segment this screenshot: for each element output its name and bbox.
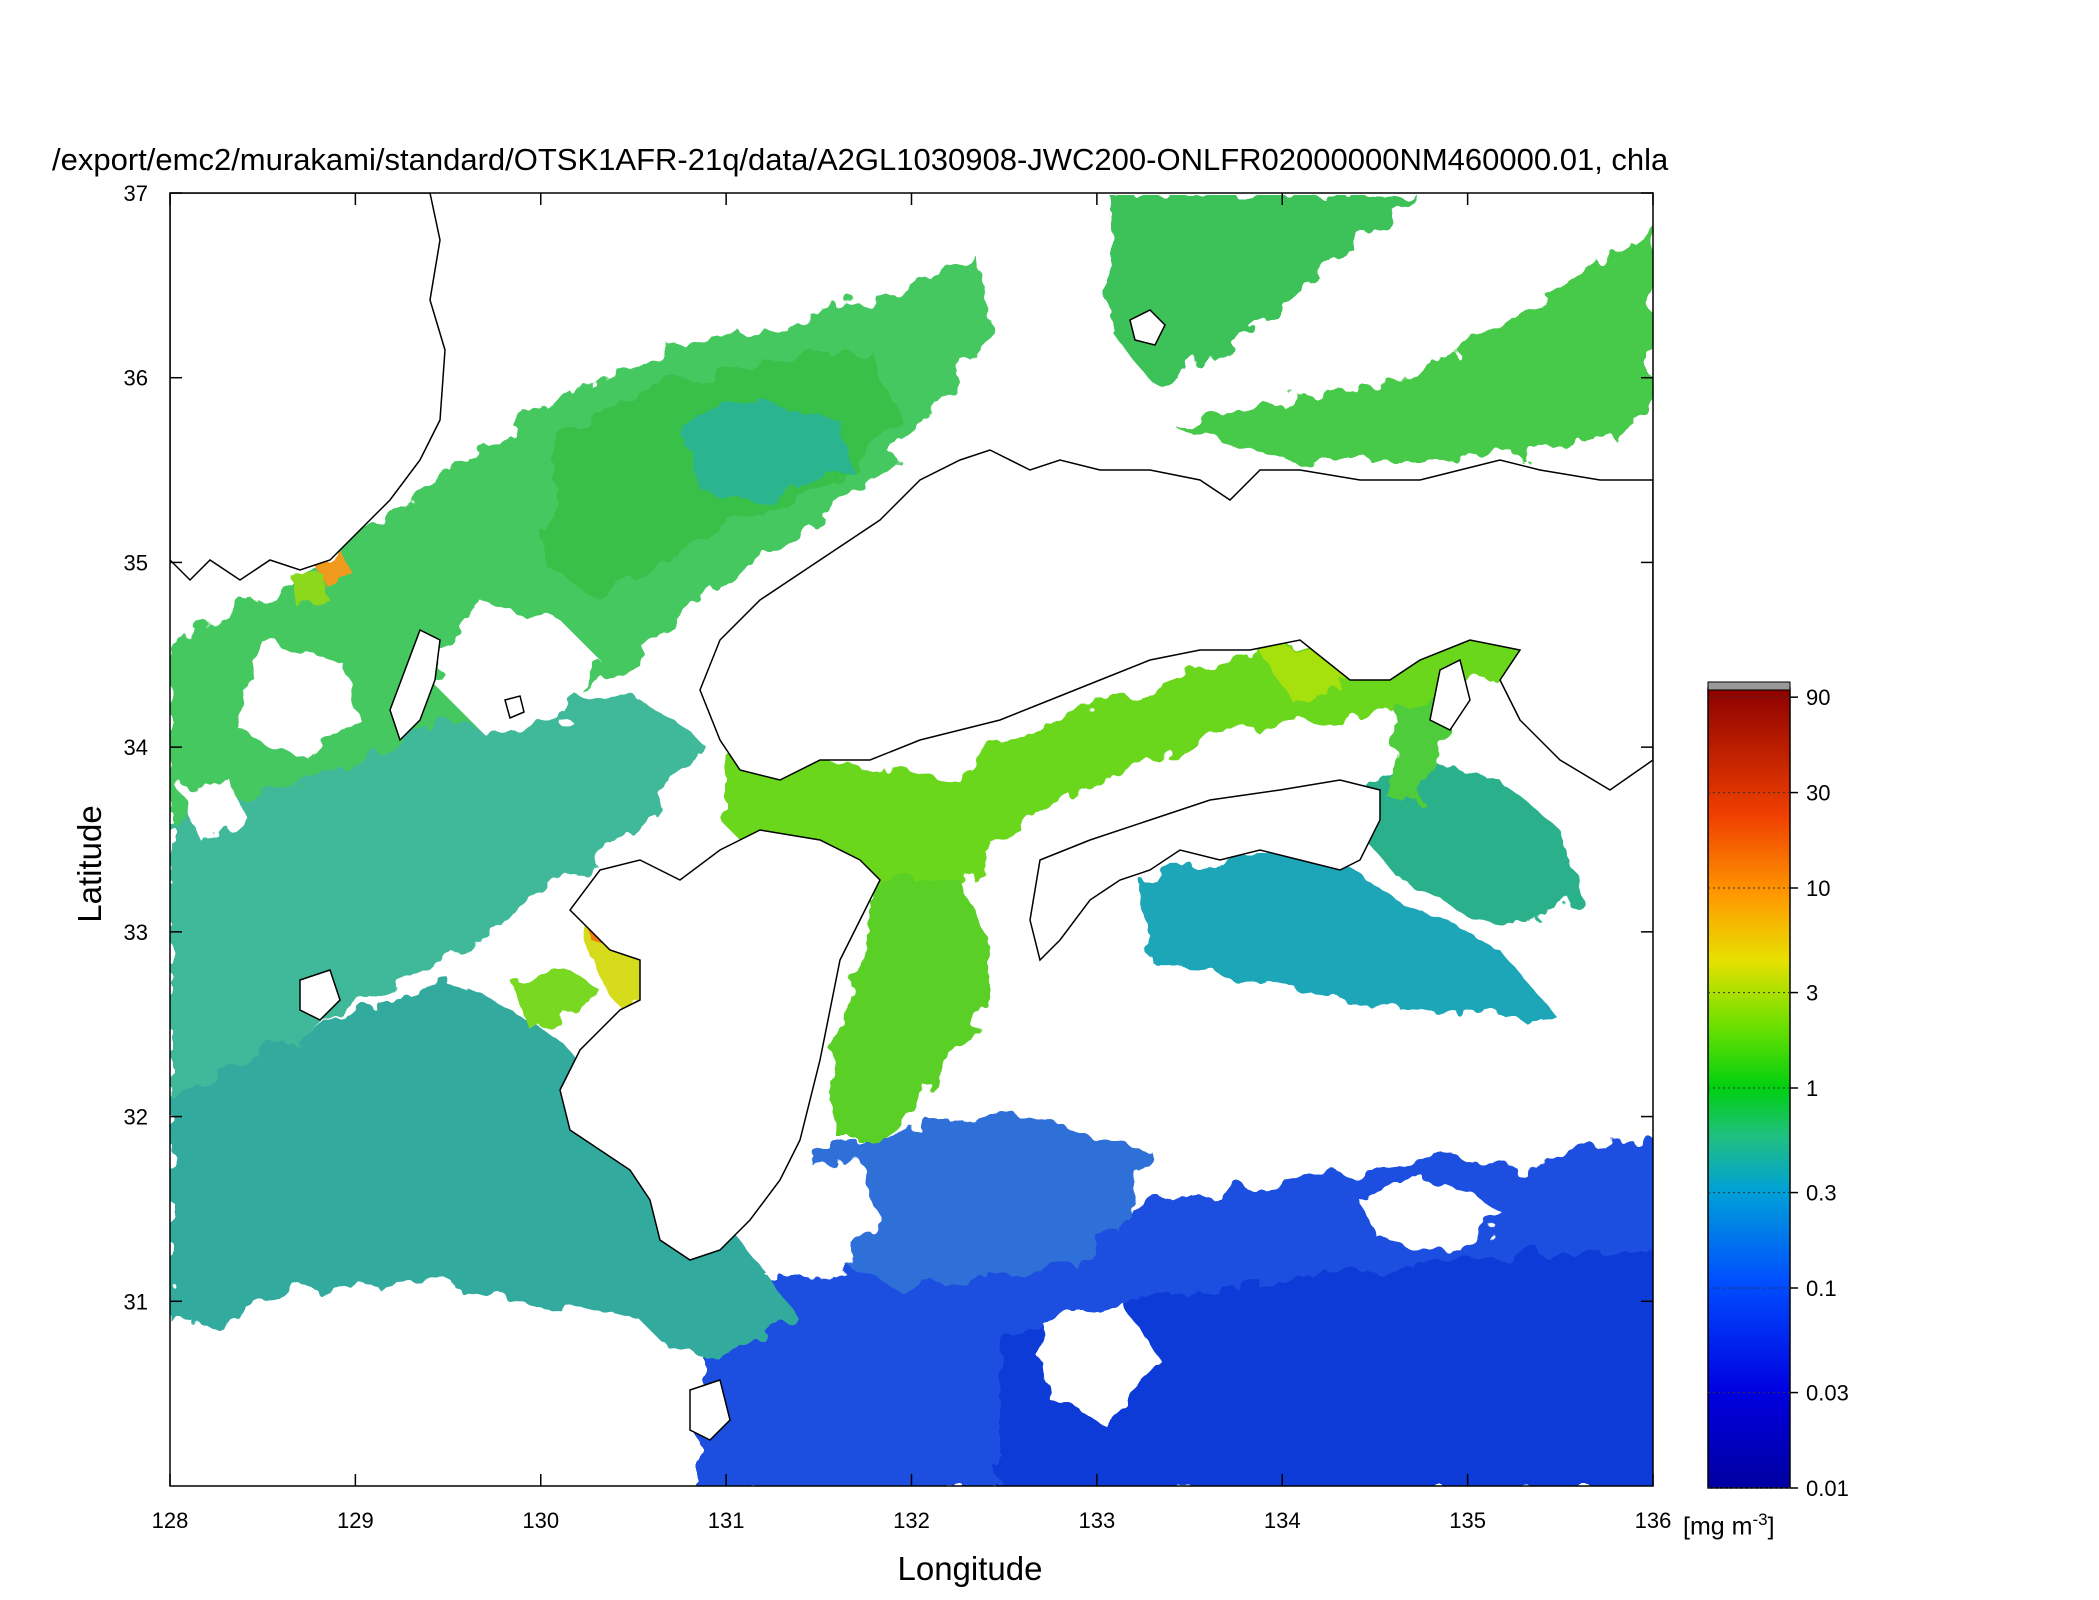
cloud-patch xyxy=(1240,1010,1653,1170)
cloud-patch xyxy=(440,193,1110,380)
colorbar: 0.01 0.03 0.1 0.3 1 3 10 30 90 xyxy=(1707,681,1849,1501)
landmass xyxy=(170,193,1653,1441)
chla-patch xyxy=(680,400,850,500)
colorbar-tick-label: 0.01 xyxy=(1806,1476,1849,1501)
x-tick-label: 129 xyxy=(337,1508,374,1533)
land-oki xyxy=(1129,309,1166,346)
x-tick-label: 135 xyxy=(1449,1508,1486,1533)
chla-patch xyxy=(510,970,600,1030)
chla-patch xyxy=(1110,195,1420,380)
colorbar-tick-label: 3 xyxy=(1806,981,1818,1006)
x-tick-label: 132 xyxy=(893,1508,930,1533)
chla-patch xyxy=(290,570,330,610)
colorbar-overflow xyxy=(1707,681,1791,691)
chla-patch xyxy=(800,1110,1150,1290)
land-goto xyxy=(299,969,341,1021)
land-tsushima xyxy=(389,628,441,742)
plot-title: /export/emc2/murakami/standard/OTSK1AFR-… xyxy=(52,142,1669,177)
chla-patch xyxy=(730,625,1540,910)
colorbar-tick-label: 0.1 xyxy=(1806,1276,1837,1301)
y-tick-label: 32 xyxy=(124,1105,148,1130)
colorbar-units: [mg m-3] xyxy=(1683,1510,1775,1541)
y-tick-label: 33 xyxy=(124,920,148,945)
colorbar-tick-label: 30 xyxy=(1806,781,1830,806)
cloud-patch xyxy=(1040,1300,1160,1420)
cloud-patch xyxy=(1150,193,1653,420)
land-iki xyxy=(504,695,525,720)
y-tick-label: 36 xyxy=(124,366,148,391)
y-tick-label: 34 xyxy=(124,735,148,760)
x-axis: 128 129 130 131 132 133 134 135 136 xyxy=(152,193,1672,1533)
cloud-patch xyxy=(760,1160,880,1280)
y-axis-label: Latitude xyxy=(71,805,108,923)
colorbar-ticks: 0.01 0.03 0.1 0.3 1 3 10 30 90 xyxy=(1708,685,1849,1501)
cloud-patch xyxy=(990,970,1210,1120)
land-kyushu xyxy=(559,829,881,1261)
chla-patch xyxy=(830,880,990,1140)
colorbar-tick-label: 10 xyxy=(1806,876,1830,901)
chla-patch xyxy=(1000,1250,1653,1486)
y-tick-label: 31 xyxy=(124,1289,148,1314)
cloud-patch xyxy=(180,780,250,840)
x-axis-label: Longitude xyxy=(897,1550,1043,1587)
colorbar-tick-label: 0.3 xyxy=(1806,1181,1837,1206)
x-tick-label: 130 xyxy=(522,1508,559,1533)
y-tick-label: 37 xyxy=(124,181,148,206)
x-tick-label: 131 xyxy=(708,1508,745,1533)
land-awaji xyxy=(1429,658,1471,731)
cloud-patch xyxy=(430,600,600,730)
chla-patch xyxy=(170,690,700,1120)
colorbar-tick-label: 90 xyxy=(1806,685,1830,710)
y-axis: 31 32 33 34 35 36 37 xyxy=(124,181,1653,1314)
cloud-patch xyxy=(240,640,360,760)
x-tick-label: 133 xyxy=(1079,1508,1116,1533)
chla-patch xyxy=(1170,220,1653,470)
chla-patch xyxy=(170,980,800,1360)
colorbar-tick-label: 0.03 xyxy=(1806,1381,1849,1406)
land-tanegashima xyxy=(689,1379,731,1441)
cloud-patch xyxy=(1360,1180,1500,1250)
x-tick-label: 128 xyxy=(152,1508,189,1533)
y-tick-label: 35 xyxy=(124,550,148,575)
chla-patch xyxy=(1140,840,1560,1020)
cloud-patch xyxy=(170,1320,340,1486)
x-tick-label: 134 xyxy=(1264,1508,1301,1533)
colorbar-tick-label: 1 xyxy=(1806,1076,1818,1101)
land-honshu-west xyxy=(699,449,1653,791)
x-tick-label: 136 xyxy=(1635,1508,1672,1533)
cloud-patch xyxy=(560,1300,700,1486)
chla-patch xyxy=(1330,760,1580,930)
land-shikoku xyxy=(1029,779,1381,962)
land-korea xyxy=(170,193,446,582)
chla-field xyxy=(170,195,1653,1486)
